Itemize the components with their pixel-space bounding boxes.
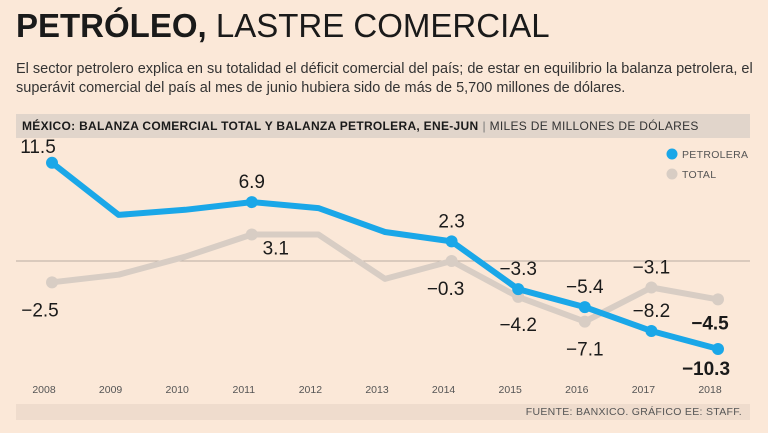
chart-units: MILES DE MILLONES DE DÓLARES xyxy=(489,119,699,133)
data-point-total xyxy=(46,276,58,289)
data-label-petrolera: −8.2 xyxy=(633,301,671,322)
legend-label-total: TOTAL xyxy=(682,169,716,181)
x-tick-label: 2010 xyxy=(166,384,190,396)
x-tick-label: 2012 xyxy=(299,384,323,396)
data-label-petrolera: 2.3 xyxy=(438,211,464,232)
data-point-petrolera xyxy=(712,342,724,355)
data-label-total: −0.3 xyxy=(427,279,465,300)
chart-header-bar: MÉXICO: BALANZA COMERCIAL TOTAL Y BALANZ… xyxy=(16,114,750,138)
data-point-petrolera xyxy=(512,283,525,296)
legend-swatch-total xyxy=(666,168,678,180)
series-line-petrolera xyxy=(49,159,721,352)
data-label-petrolera: −10.3 xyxy=(682,359,730,380)
data-point-total xyxy=(245,228,258,241)
data-label-petrolera: −3.3 xyxy=(499,259,537,280)
data-label-total: −4.2 xyxy=(499,315,537,336)
x-tick-label: 2013 xyxy=(365,384,389,396)
data-label-petrolera: −5.4 xyxy=(566,277,604,298)
x-tick-label: 2008 xyxy=(32,384,56,396)
legend-label-petrolera: PETROLERA xyxy=(682,149,748,161)
chart-title: MÉXICO: BALANZA COMERCIAL TOTAL Y BALANZ… xyxy=(22,119,479,133)
data-point-petrolera xyxy=(578,301,591,314)
data-label-petrolera: 6.9 xyxy=(239,172,265,193)
data-label-petrolera: 11.5 xyxy=(20,137,56,158)
x-tick-label: 2017 xyxy=(632,384,656,396)
source-text: FUENTE: BANXICO. GRÁFICO EE: STAFF. xyxy=(525,406,742,418)
series-line-total xyxy=(49,231,721,325)
x-tick-label: 2011 xyxy=(233,384,256,396)
title-bold: PETRÓLEO, xyxy=(16,7,207,44)
data-point-petrolera xyxy=(46,156,58,169)
subtitle: El sector petrolero explica en su totali… xyxy=(16,61,753,96)
data-point-total xyxy=(645,281,658,294)
data-point-total xyxy=(712,293,724,306)
data-label-total: −4.5 xyxy=(691,313,729,334)
data-label-total: 3.1 xyxy=(263,239,289,260)
x-tick-label: 2015 xyxy=(499,384,523,396)
data-point-petrolera xyxy=(445,235,458,248)
x-tick-label: 2009 xyxy=(99,384,123,396)
data-label-total: −2.5 xyxy=(21,300,59,321)
data-point-total xyxy=(578,315,591,328)
data-label-total: −7.1 xyxy=(566,340,604,361)
page-title: PETRÓLEO, LASTRE COMERCIAL xyxy=(16,6,550,46)
legend-swatch-petrolera xyxy=(666,148,678,160)
x-tick-label: 2018 xyxy=(698,384,722,396)
data-point-total xyxy=(445,255,458,267)
chart-title-separator: | xyxy=(482,119,486,133)
data-point-petrolera xyxy=(645,325,658,338)
x-tick-label: 2014 xyxy=(432,384,456,396)
title-light: LASTRE COMERCIAL xyxy=(215,7,550,44)
source-footer: FUENTE: BANXICO. GRÁFICO EE: STAFF. xyxy=(16,404,750,420)
x-tick-label: 2016 xyxy=(565,384,589,396)
data-point-petrolera xyxy=(245,196,258,209)
data-label-total: −3.1 xyxy=(633,257,671,278)
